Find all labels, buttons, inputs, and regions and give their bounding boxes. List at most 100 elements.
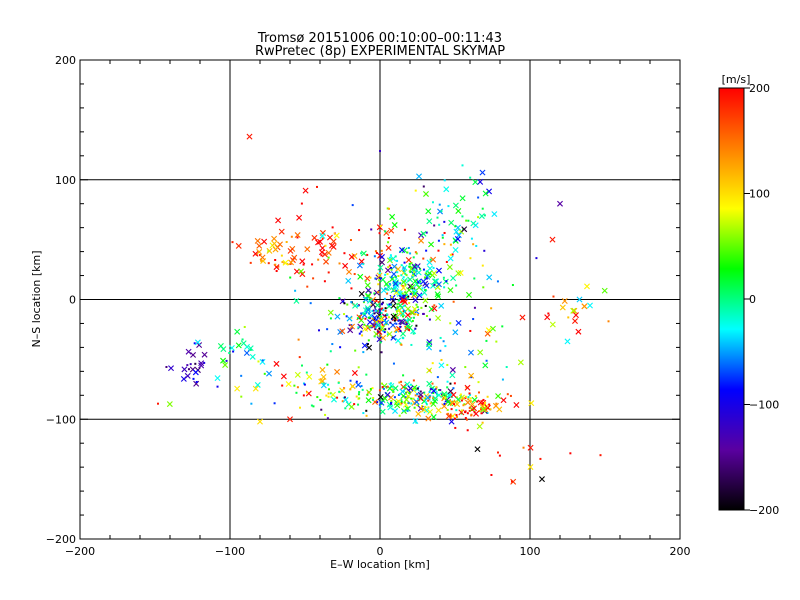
data-point-dot [409, 292, 412, 295]
data-point-dot [261, 359, 264, 362]
data-point-dot [404, 304, 407, 307]
data-point-cross [222, 362, 229, 369]
data-point-cross [479, 169, 486, 176]
data-point-cross [405, 257, 412, 263]
data-point-dot [390, 303, 393, 306]
data-point-dot [395, 308, 398, 311]
data-point-dot [277, 265, 280, 268]
data-point-dot [436, 376, 439, 379]
data-point-dot [387, 288, 390, 291]
data-point-dot [324, 244, 327, 247]
data-point-dot [402, 374, 405, 377]
data-point-cross [412, 418, 419, 425]
data-point-dot [482, 398, 485, 401]
data-point-dot [417, 265, 420, 268]
data-point-dot [449, 382, 452, 385]
data-point-dot [422, 257, 425, 260]
data-point-dot [355, 380, 358, 383]
data-point-cross [355, 381, 362, 388]
data-point-dot [380, 402, 383, 405]
data-point-cross [430, 401, 437, 407]
data-point-cross [411, 263, 418, 270]
grid-lines [80, 60, 680, 539]
data-point-dot [351, 204, 354, 207]
data-point-cross [500, 397, 507, 404]
data-point-cross [435, 267, 442, 274]
data-point-dot [405, 323, 408, 326]
data-point-dot [400, 398, 403, 401]
data-point-dot [424, 304, 427, 307]
data-point-dot [386, 385, 389, 388]
data-point-dot [539, 457, 542, 460]
data-point-cross [399, 247, 405, 253]
data-point-dot [370, 304, 373, 307]
data-point-cross [389, 213, 396, 220]
data-point-cross [455, 270, 462, 277]
data-point-dot [406, 409, 409, 412]
data-point-dot [406, 406, 409, 409]
data-point-dot [306, 285, 309, 288]
data-point-cross [257, 418, 263, 425]
data-point-dot [301, 364, 304, 367]
chart-title: Tromsø 20151006 00:10:00–00:11:43 [257, 31, 502, 46]
data-point-dot [506, 393, 509, 396]
data-point-cross [271, 235, 278, 242]
data-point-cross [434, 291, 441, 298]
data-point-dot [501, 325, 504, 328]
data-point-dot [473, 306, 476, 309]
data-point-dot [445, 260, 448, 263]
data-point-dot [470, 237, 473, 240]
data-point-cross [495, 393, 502, 400]
data-point-cross [437, 208, 444, 215]
data-point-dot [311, 263, 314, 266]
data-point-cross [452, 202, 459, 209]
data-point-dot [371, 387, 374, 390]
data-point-dot [461, 215, 464, 218]
data-point-dot [381, 386, 384, 389]
data-point-dot [410, 262, 413, 265]
data-point-cross [193, 380, 200, 387]
data-point-dot [404, 284, 407, 287]
data-point-dot [428, 396, 431, 399]
data-point-cross [404, 381, 411, 388]
data-point-dot [477, 391, 480, 394]
data-point-dot [368, 312, 371, 315]
data-point-dot [423, 391, 426, 394]
data-point-cross [366, 344, 373, 351]
data-point-dot [452, 300, 455, 303]
data-point-dot [419, 267, 422, 270]
data-point-dot [420, 294, 423, 297]
data-point-cross [299, 258, 306, 265]
data-point-dot [384, 230, 387, 233]
data-point-dot [409, 383, 412, 386]
data-point-dot [377, 283, 380, 286]
data-point-dot [231, 241, 234, 244]
data-point-cross [468, 372, 475, 379]
data-point-dot [509, 394, 512, 397]
data-point-cross [362, 296, 369, 303]
data-point-cross [285, 381, 292, 388]
data-point-cross [470, 220, 477, 227]
data-point-cross [348, 403, 355, 410]
data-point-cross [407, 276, 414, 283]
chart-subtitle: RwPretec (8p) EXPERIMENTAL SKYMAP [255, 44, 505, 59]
data-point-cross [352, 302, 359, 309]
data-point-dot [367, 391, 370, 394]
data-point-dot [357, 403, 360, 406]
data-point-dot [403, 270, 406, 273]
data-point-dot [249, 348, 252, 351]
data-point-dot [349, 388, 352, 391]
data-point-dot [329, 350, 332, 353]
data-point-dot [398, 414, 401, 417]
data-point-dot [343, 313, 346, 316]
data-point-cross [272, 246, 279, 253]
data-point-dot [446, 363, 449, 366]
data-point-dot [374, 309, 377, 312]
data-point-dot [454, 417, 457, 420]
data-point-cross [489, 325, 496, 332]
data-point-dot [349, 379, 352, 382]
data-point-dot [414, 251, 417, 254]
data-point-dot [232, 350, 235, 353]
data-point-cross [376, 328, 383, 335]
data-point-cross [296, 214, 303, 221]
